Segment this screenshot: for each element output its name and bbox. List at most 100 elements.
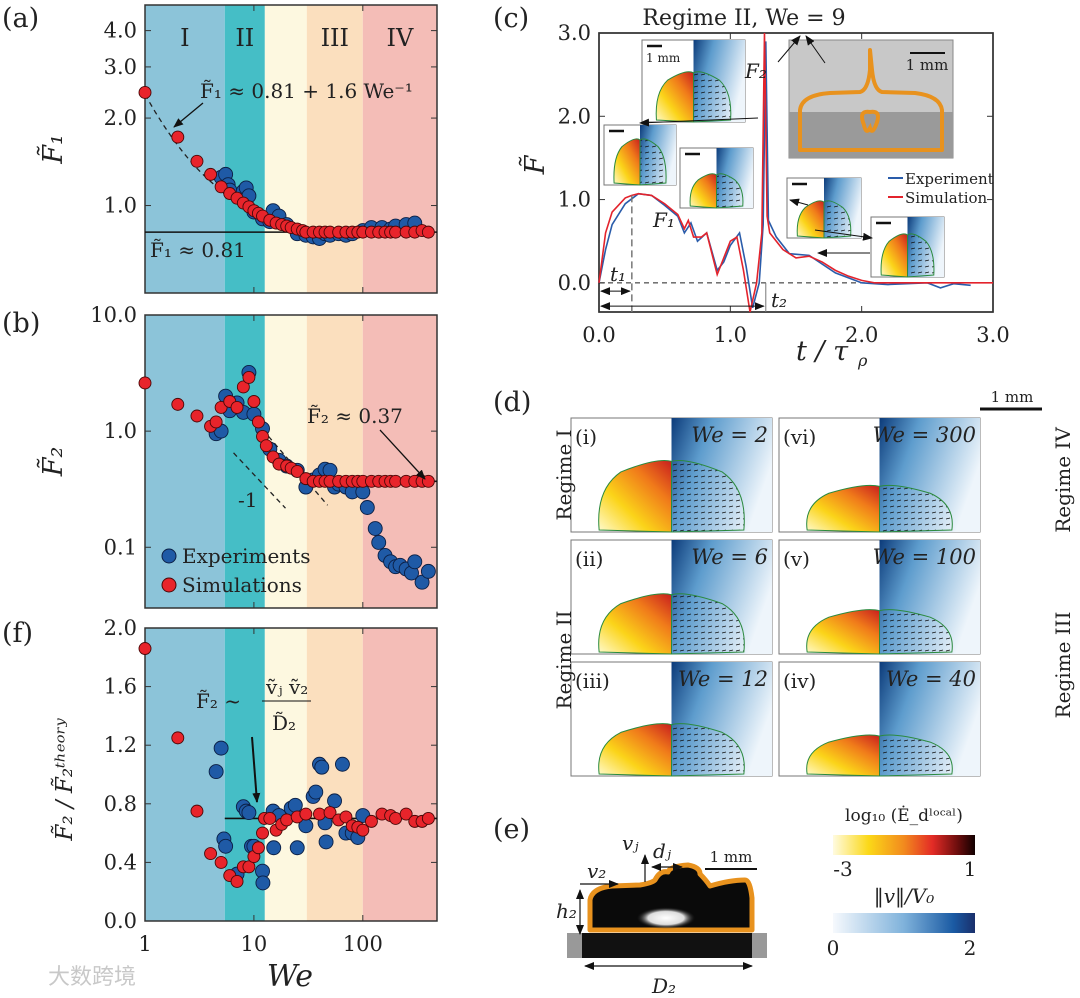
experiment-point	[241, 805, 257, 821]
panel-label-a: (a)	[2, 3, 39, 34]
regime-band	[306, 315, 363, 608]
simulation-point	[230, 874, 244, 888]
regime-band	[264, 5, 307, 293]
regime-label-IV: Regime IV	[1051, 427, 1075, 533]
photo-scale-bar-label: 1 mm	[906, 56, 949, 74]
experiment-point	[308, 784, 324, 800]
snapshot-we: We = 2	[691, 423, 768, 447]
simulation-snapshot	[778, 417, 981, 533]
simulation-point	[421, 225, 435, 239]
dissipation-field	[806, 734, 880, 777]
plateau-annotation-b: F̃₂ ≈ 0.37	[307, 404, 403, 428]
y-tick-label: 1.2	[104, 733, 137, 757]
regime-label-II: Regime II	[552, 610, 576, 709]
experiment-point	[266, 840, 282, 856]
simulation-point	[242, 860, 256, 874]
chart-f-normalized-f2: 0.0 0.4 0.8 1.2 1.6 2.0 1 10 100 F̃₂ / F̃₂ᵗʰᵉᵒʳʸ W…	[52, 616, 438, 994]
experiment-point	[367, 521, 383, 536]
velocity-vectors	[879, 484, 953, 533]
simulation-point	[230, 400, 244, 414]
simulation-snapshot	[641, 39, 746, 123]
colorbar-dissipation-label: log₁₀ (Ė_dˡᵒᶜᵃˡ)	[845, 805, 963, 826]
x-tick-label: 0.0	[582, 323, 615, 347]
dj-label: dⱼ	[653, 839, 672, 863]
simulation-point	[364, 814, 378, 828]
D2-label: D₂	[651, 974, 676, 998]
x-tick-label: 100	[343, 932, 383, 956]
d-scale-bar-label: 1 mm	[991, 388, 1034, 406]
callout-arrow	[789, 198, 809, 207]
y-axis-label: F̃₂	[36, 447, 69, 478]
theory-denominator: D̃₂	[272, 711, 296, 735]
plot-frame	[144, 314, 438, 609]
panel-c-insets: 1 mm 1 mm	[603, 35, 954, 278]
y-axis-label: F̃	[518, 154, 551, 175]
colorbar-dissipation-min: -3	[833, 857, 852, 881]
simulation-snapshot	[786, 177, 862, 239]
legend-label-simulation: Simulation	[905, 189, 988, 207]
simulation-point	[251, 415, 265, 429]
plot-frame	[144, 4, 438, 294]
x-axis-label: t / τ	[796, 336, 849, 367]
y-tick-label: 1.0	[104, 419, 137, 443]
simulation-point	[138, 86, 152, 99]
y-tick-label: 3.0	[558, 21, 591, 45]
panel-label-b: (b)	[2, 308, 40, 339]
simulation-snapshot	[778, 661, 981, 777]
experiment-point	[420, 563, 436, 579]
legend-marker-experiments	[161, 548, 177, 564]
simulation-point	[421, 812, 435, 825]
regime-label: I	[180, 24, 189, 52]
velocity-vectors	[716, 173, 744, 209]
simulation-point	[214, 180, 228, 194]
experiment-point	[407, 554, 423, 570]
simulation-point	[242, 370, 256, 384]
dissipation-field	[689, 173, 717, 209]
snapshot-we: We = 40	[886, 667, 976, 691]
velocity-vectors	[879, 734, 953, 777]
colorbar-velocity	[833, 913, 975, 933]
regime-band	[145, 5, 225, 293]
snapshot-tag: (iii)	[575, 669, 610, 693]
v2-label: v₂	[587, 859, 606, 883]
y-tick-label: 10.0	[90, 303, 137, 327]
regime-label: IV	[386, 24, 413, 52]
simulation-point	[171, 731, 185, 745]
bubble-outline	[860, 109, 880, 133]
regime-label-III: Regime III	[1051, 612, 1075, 719]
simulation-point	[138, 642, 152, 655]
simulation-point	[256, 826, 269, 840]
simulation-point	[259, 439, 273, 453]
experiment-point	[255, 875, 271, 891]
simulation-snapshot	[679, 147, 754, 209]
snapshot-tag: (iv)	[783, 669, 816, 693]
panel-d-snapshots: (i) We = 2 (vi) We = 300 (ii) We = 6 (v) We = 1…	[570, 417, 981, 777]
regime-label: II	[235, 24, 254, 52]
chart-a-f1-vs-we: 1.02.03.04.0 I II III IVF̃₁	[36, 4, 438, 294]
f1-label: F₁	[652, 208, 675, 232]
simulation-point	[313, 807, 326, 821]
dissipation-field	[598, 723, 672, 777]
simulation-snapshot	[778, 539, 981, 655]
legend-label-simulations: Simulations	[182, 573, 302, 597]
y-axis-label: F̃₁	[36, 134, 69, 165]
simulation-point	[263, 812, 277, 825]
colorbar-dissipation-max: 1	[964, 857, 977, 881]
theory-arrow	[251, 736, 261, 803]
experiment-point	[287, 797, 303, 813]
x-axis-label-sub: ρ	[857, 351, 868, 370]
experiment-point	[314, 759, 330, 775]
simulation-point	[339, 810, 353, 824]
x-tick-label: 3.0	[976, 323, 1009, 347]
snapshot-tag: (vi)	[783, 425, 816, 449]
velocity-vectors	[671, 593, 745, 655]
y-tick-label: 0.0	[104, 909, 137, 933]
snapshot-tag: (i)	[575, 425, 597, 449]
legend-label-experiments: Experiments	[182, 544, 310, 568]
regime-label: III	[321, 24, 349, 52]
y-tick-label: 1.6	[104, 675, 137, 699]
simulation-snapshot	[603, 124, 677, 186]
vj-label: vⱼ	[622, 831, 639, 855]
dissipation-field	[806, 609, 880, 655]
y-tick-label: 0.0	[558, 271, 591, 295]
